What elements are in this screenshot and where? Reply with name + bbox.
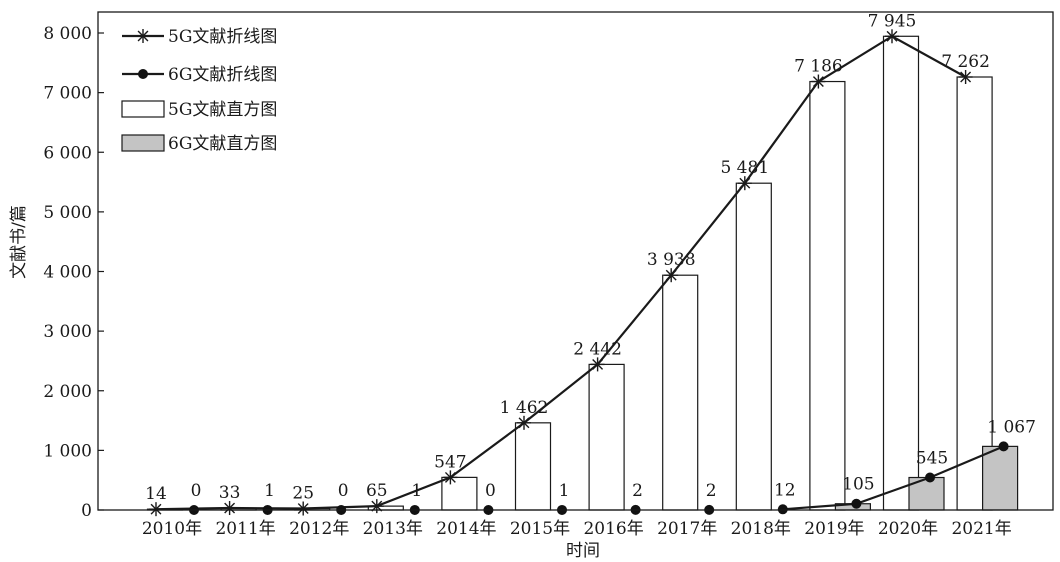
- line-5g: [155, 35, 967, 511]
- legend-label: 6G文献折线图: [168, 65, 277, 85]
- data-label-5g: 7 945: [868, 11, 917, 31]
- x-tick-label: 2020年: [878, 519, 938, 539]
- line-6g: [782, 445, 1005, 511]
- y-tick-label: 6 000: [43, 143, 92, 163]
- y-tick-label: 4 000: [43, 263, 92, 283]
- legend-label: 5G文献折线图: [168, 27, 277, 47]
- legend-label: 5G文献直方图: [168, 100, 277, 120]
- legend-dot-icon: [138, 69, 148, 79]
- x-tick-label: 2017年: [657, 519, 717, 539]
- star-marker-5g: [443, 470, 458, 485]
- legend-item: 5G文献直方图: [121, 100, 277, 120]
- bar-5g: [882, 35, 920, 511]
- y-tick-label: 7 000: [43, 84, 92, 104]
- data-label-5g: 3 938: [647, 250, 696, 270]
- data-label-5g: 33: [219, 483, 241, 503]
- x-tick-label: 2018年: [731, 519, 791, 539]
- bar-5g: [514, 422, 552, 511]
- dot-marker-6g: [851, 498, 862, 509]
- data-label-6g: 0: [485, 481, 496, 501]
- legend-label: 6G文献直方图: [168, 134, 277, 154]
- data-label-6g: 12: [774, 480, 796, 500]
- data-label-5g: 25: [292, 484, 314, 504]
- dot-marker-6g: [777, 504, 788, 515]
- star-marker-5g: [885, 29, 899, 44]
- x-tick-label: 2012年: [289, 519, 349, 539]
- legend: 5G文献折线图 6G文献折线图 5G文献直方图 6G文献直方图: [121, 27, 277, 154]
- data-label-5g: 5 481: [720, 158, 769, 178]
- plot-frame: [97, 11, 1054, 511]
- data-label-6g: 1 067: [987, 417, 1036, 437]
- lines-layer: [155, 35, 1005, 511]
- x-tick-label: 2016年: [583, 519, 643, 539]
- bar-5g: [956, 76, 993, 511]
- data-label-5g: 65: [366, 481, 388, 501]
- y-tick-label: 8 000: [43, 24, 92, 44]
- legend-swatch: [121, 100, 165, 118]
- data-label-6g: 2: [706, 481, 717, 501]
- x-tick-label: 2013年: [363, 519, 423, 539]
- star-marker-5g: [222, 501, 237, 516]
- x-tick-label: 2019年: [804, 519, 864, 539]
- data-label-6g: 545: [916, 449, 948, 469]
- y-tick-label: 5 000: [43, 203, 92, 223]
- star-marker-5g: [296, 501, 311, 516]
- y-axis-title: 文献书/篇: [9, 205, 29, 279]
- dot-marker-6g: [925, 472, 935, 483]
- data-label-6g: 2: [632, 481, 643, 501]
- data-label-5g: 14: [145, 484, 167, 504]
- x-tick-label: 2021年: [951, 519, 1011, 539]
- data-label-6g: 1: [264, 481, 275, 501]
- data-label-6g: 1: [559, 481, 570, 501]
- bar-6g: [981, 445, 1019, 511]
- bar-5g: [588, 363, 625, 511]
- markers-layer: [149, 29, 1009, 517]
- legend-item: 5G文献折线图: [122, 27, 277, 47]
- bar-5g: [662, 274, 699, 511]
- star-marker-5g: [664, 268, 679, 283]
- bar-5g: [441, 476, 478, 511]
- star-marker-5g: [737, 176, 752, 191]
- y-tick-label: 0: [81, 501, 92, 521]
- star-marker-5g: [149, 502, 163, 517]
- star-marker-5g: [369, 499, 384, 514]
- bar-5g: [809, 80, 846, 511]
- x-tick-label: 2010年: [142, 519, 202, 539]
- star-marker-5g: [811, 74, 826, 89]
- data-label-6g: 105: [842, 475, 874, 495]
- data-labels-layer: 14 33 25 65 547 1 462 2 442 3 938 5 481 7 186 7 94…: [145, 11, 1036, 504]
- y-tick-label: 3 000: [43, 322, 92, 342]
- data-label-5g: 547: [434, 452, 466, 472]
- x-axis-title: 时间: [566, 541, 600, 561]
- bars-layer: [146, 35, 1019, 511]
- legend-swatch: [121, 134, 165, 152]
- legend-star-icon: [136, 29, 150, 43]
- data-label-5g: 2 442: [573, 339, 622, 359]
- dot-marker-6g: [998, 441, 1009, 452]
- bar-5g: [735, 182, 772, 511]
- legend-item: 6G文献折线图: [122, 65, 277, 85]
- legend-item: 6G文献直方图: [121, 134, 277, 154]
- data-label-5g: 1 462: [500, 398, 549, 418]
- x-tick-label: 2015年: [510, 519, 570, 539]
- data-label-5g: 7 262: [941, 52, 990, 72]
- x-tick-label: 2011年: [215, 519, 275, 539]
- x-axis: 2010年 2011年 2012年 2013年 2014年 2015年 2016年 2017年…: [142, 519, 1012, 539]
- data-label-5g: 7 186: [794, 57, 843, 77]
- star-marker-5g: [958, 70, 973, 85]
- x-tick-label: 2014年: [436, 519, 496, 539]
- data-label-6g: 1: [411, 481, 422, 501]
- star-marker-5g: [590, 357, 605, 372]
- star-marker-5g: [517, 415, 531, 430]
- y-tick-label: 2 000: [43, 382, 92, 402]
- y-tick-label: 1 000: [43, 441, 92, 461]
- y-axis: 0 1 000 2 000 3 000 4 000 5 000 6 000 7 000 8 00…: [43, 24, 104, 521]
- data-label-6g: 0: [191, 481, 202, 501]
- data-label-6g: 0: [338, 481, 349, 501]
